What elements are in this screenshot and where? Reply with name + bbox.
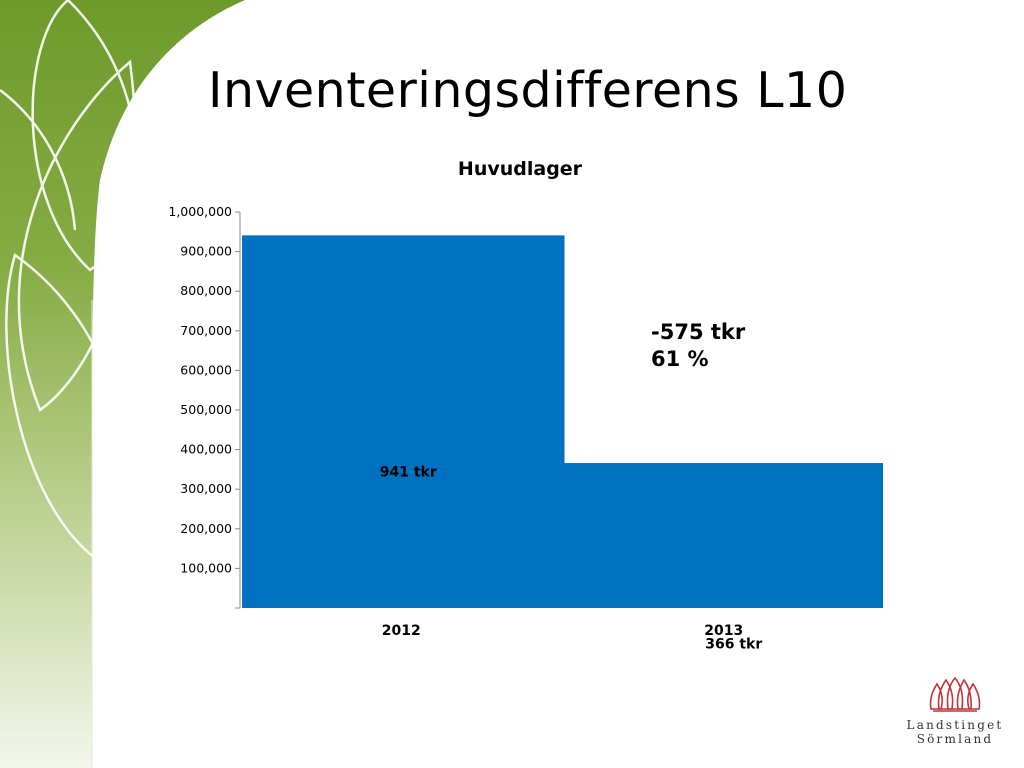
x-axis-labels: 2012 2013 xyxy=(382,623,743,639)
bar-chart: Huvudlager 100,000 200,000 300,000 400,000 5… xyxy=(168,158,883,650)
y-tick-label: 200,000 xyxy=(180,521,232,536)
y-axis: 100,000 200,000 300,000 400,000 500,000 600,0… xyxy=(168,204,241,609)
annotation-diff: -575 tkr xyxy=(651,320,746,344)
y-tick-label: 1,000,000 xyxy=(168,204,232,219)
lotus-logo-icon xyxy=(929,676,981,712)
green-swoosh xyxy=(0,0,245,768)
y-tick-label: 400,000 xyxy=(180,442,232,457)
leaf-outlines xyxy=(0,0,138,560)
bars xyxy=(242,235,883,608)
data-labels: 941 tkr 366 tkr xyxy=(380,465,763,650)
y-tick-label: 800,000 xyxy=(180,283,232,298)
y-tick-label: 100,000 xyxy=(180,560,232,575)
y-tick-label: 700,000 xyxy=(180,323,232,338)
y-tick-label: 300,000 xyxy=(180,481,232,496)
chart-title: Huvudlager xyxy=(458,158,583,180)
bar xyxy=(564,463,883,608)
annotation-percent: 61 % xyxy=(651,347,709,371)
slide-title: Inventeringsdifferens L10 xyxy=(208,62,848,119)
y-tick-label: 600,000 xyxy=(180,362,232,377)
data-label: 366 tkr xyxy=(705,637,762,650)
x-tick-label: 2012 xyxy=(382,623,421,639)
background-decoration xyxy=(0,0,245,768)
bar xyxy=(242,235,565,608)
y-tick-label: 900,000 xyxy=(180,244,232,259)
data-label: 941 tkr xyxy=(380,465,437,481)
x-tick-label: 2013 xyxy=(704,623,743,639)
y-tick-label: 500,000 xyxy=(180,402,232,417)
logo-text-line1: Landstinget xyxy=(906,718,1004,732)
logo-landstinget-sormland: Landstinget Sörmland xyxy=(900,676,1010,746)
logo-text-line2: Sörmland xyxy=(916,732,994,746)
